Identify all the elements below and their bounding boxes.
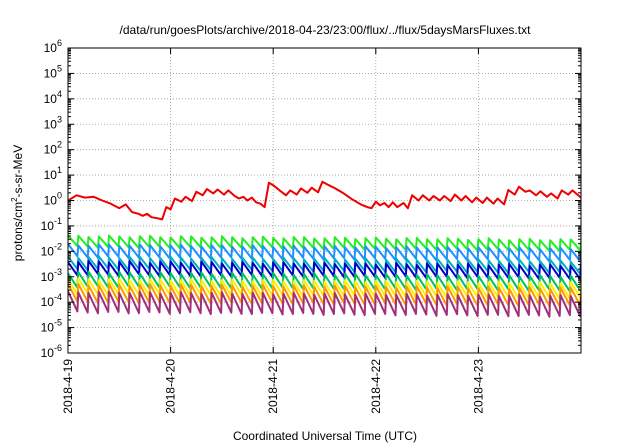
y-axis-label-sup: 2 [10,197,19,202]
series-line-2 [68,234,581,253]
y-axis-label-post: -s-sr-MeV [11,145,25,198]
y-tick-label: 103 [44,114,62,131]
y-axis-label-pre: protons/cm [11,202,25,261]
x-axis-label: Coordinated Universal Time (UTC) [233,429,417,443]
series-layer [68,180,581,318]
y-tick-label: 10-5 [41,318,62,335]
y-tick-label: 104 [44,89,62,106]
y-tick-label: 10-4 [41,292,62,309]
x-tick-label: 2018-4-20 [164,359,178,414]
series-line-3 [68,243,581,263]
axis-ticks: 10-6 10-5 10-4 10-3 10-2 10-1 100 101 102 103 104 1… [41,38,581,414]
y-tick-label: 102 [44,140,62,157]
series-line-1 [68,180,581,221]
y-tick-label: 106 [44,38,62,55]
y-axis-label: protons/cm2-s-sr-MeV [10,145,25,261]
y-tick-label: 105 [44,63,62,80]
y-tick-label: 100 [44,191,62,208]
series-line-9 [68,290,581,318]
y-tick-label: 101 [44,165,62,182]
y-tick-label: 10-6 [41,343,62,360]
y-tick-label: 10-1 [41,216,62,233]
chart-title: /data/run/goesPlots/archive/2018-04-23/2… [120,23,532,37]
y-tick-label: 10-2 [41,241,62,258]
x-tick-label: 2018-4-19 [61,359,75,414]
x-tick-label: 2018-4-21 [266,359,280,414]
x-tick-label: 2018-4-23 [471,359,485,414]
y-tick-label: 10-3 [41,267,62,284]
x-tick-label: 2018-4-22 [369,359,383,414]
